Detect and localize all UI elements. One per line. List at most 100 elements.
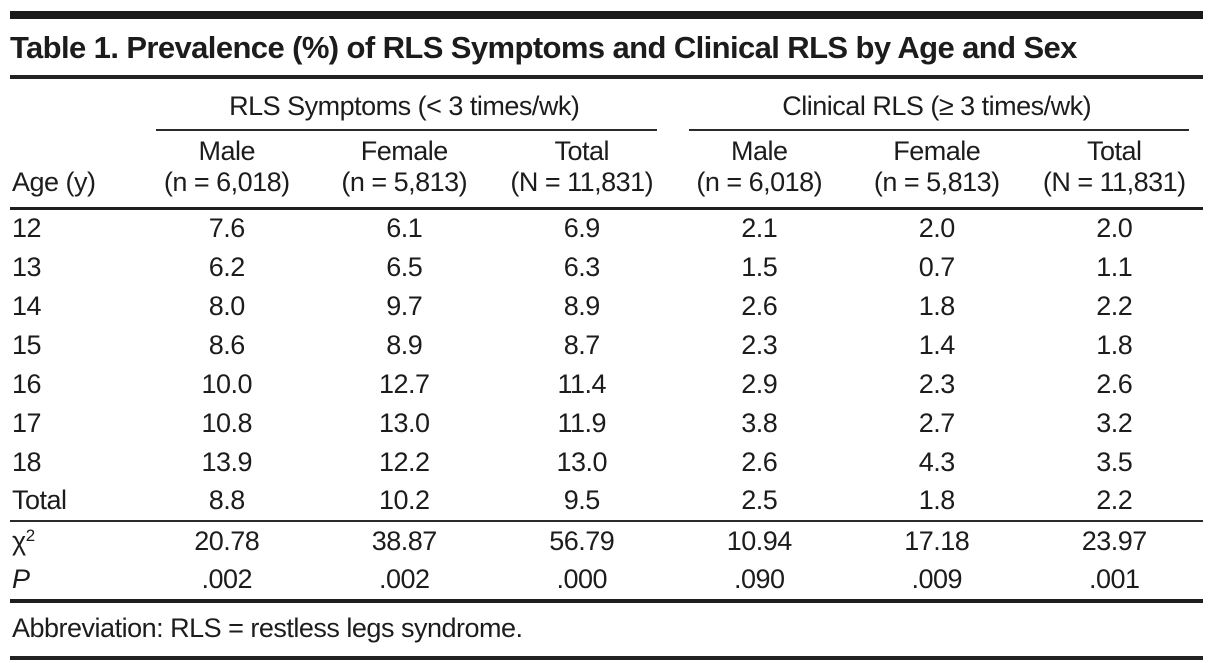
col-subheader-n-total-1: (N = 11,831): [493, 166, 671, 210]
data-cell: 2.6: [1096, 368, 1133, 399]
data-cell: 1.1: [1096, 251, 1133, 282]
data-cell: 6.9: [563, 213, 601, 244]
col-header-female-2: Female: [893, 136, 981, 166]
col-header-total-2: Total: [1086, 136, 1142, 166]
data-cell: 1.4: [918, 329, 956, 360]
data-cell: 1.5: [741, 251, 778, 282]
data-cell: 2.2: [1096, 485, 1133, 515]
data-cell: 10.8: [201, 407, 253, 438]
stat-row-p-value: P .002 .002 .000 .090 .009 .001: [10, 560, 1203, 603]
col-subheader-n-male-1: (n = 6,018): [138, 166, 316, 210]
data-cell: 10.2: [378, 485, 430, 515]
data-cell: 6.1: [386, 213, 423, 244]
data-cell: 13.9: [201, 446, 253, 477]
row-label-p-value: P: [10, 560, 138, 603]
data-cell: 3.5: [1096, 446, 1133, 477]
row-label: Total: [12, 485, 67, 515]
data-cell: 4.3: [918, 446, 956, 477]
data-cell: 6.3: [563, 251, 601, 282]
table-row-age-12: 12 7.6 6.1 6.9 2.1 2.0 2.0: [10, 209, 1203, 248]
data-cell: 8.6: [208, 329, 246, 360]
table-row-total: Total 8.8 10.2 9.5 2.5 1.8 2.2: [10, 482, 1203, 521]
row-label: 14: [12, 290, 42, 321]
stat-cell: .002: [315, 560, 493, 603]
data-cell: 2.5: [741, 485, 778, 515]
data-cell: 13.0: [378, 407, 430, 438]
table-row-age-18: 18 13.9 12.2 13.0 2.6 4.3 3.5: [10, 443, 1203, 482]
data-cell: 2.6: [741, 446, 778, 477]
table-header: Age (y) RLS Symptoms (< 3 times/wk) Clin…: [10, 79, 1204, 210]
data-cell: 1.8: [918, 290, 956, 321]
col-header-total-1: Total: [554, 136, 610, 166]
group-header-rls-symptoms: RLS Symptoms (< 3 times/wk): [138, 79, 671, 131]
data-cell: 3.8: [741, 407, 778, 438]
stat-cell: 17.18: [848, 519, 1026, 561]
data-cell: 2.7: [918, 407, 956, 438]
col-subheader-n-female-1: (n = 5,813): [315, 166, 493, 210]
col-header-male-1: Male: [198, 136, 256, 166]
col-header-female-1: Female: [360, 136, 449, 166]
prevalence-table: Age (y) RLS Symptoms (< 3 times/wk) Clin…: [10, 79, 1203, 603]
data-cell: 9.5: [563, 485, 601, 515]
row-label: 13: [12, 251, 42, 282]
row-label: 12: [12, 213, 42, 244]
data-cell: 2.2: [1096, 290, 1133, 321]
data-cell: 2.0: [918, 213, 956, 244]
table-row-age-16: 16 10.0 12.7 11.4 2.9 2.3 2.6: [10, 365, 1203, 404]
top-rule-bar: [10, 11, 1203, 19]
stat-cell: 38.87: [315, 519, 493, 561]
stat-cell: .000: [493, 560, 671, 603]
data-cell: 1.8: [918, 485, 956, 515]
data-cell: 6.5: [386, 251, 423, 282]
table-row-age-15: 15 8.6 8.9 8.7 2.3 1.4 1.8: [10, 326, 1203, 365]
stat-cell: .002: [138, 560, 316, 603]
stat-cell: 56.79: [493, 519, 671, 561]
data-cell: 2.3: [918, 368, 956, 399]
col-subheader-n-female-2: (n = 5,813): [848, 166, 1026, 210]
stat-cell: .009: [848, 560, 1026, 603]
table-row-age-17: 17 10.8 13.0 11.9 3.8 2.7 3.2: [10, 404, 1203, 443]
data-cell: 8.0: [208, 290, 246, 321]
data-cell: 11.9: [557, 407, 607, 438]
stat-cell: 10.94: [670, 519, 848, 561]
row-label: 18: [12, 446, 42, 477]
data-cell: 2.6: [741, 290, 778, 321]
data-cell: 12.7: [378, 368, 430, 399]
data-cell: 7.6: [208, 213, 246, 244]
chi-exponent: 2: [25, 525, 35, 545]
p-symbol: P: [12, 564, 30, 594]
chi-symbol: χ: [12, 525, 26, 556]
age-column-header: Age (y): [10, 79, 138, 210]
row-label: 15: [12, 329, 42, 360]
data-cell: 8.8: [208, 485, 246, 515]
data-cell: 1.8: [1096, 329, 1133, 360]
data-cell: 9.7: [386, 290, 423, 321]
stat-cell: 20.78: [138, 519, 316, 561]
data-cell: 2.0: [1096, 213, 1133, 244]
table-stats: χ2 20.78 38.87 56.79 10.94 17.18 23.97 P…: [10, 519, 1203, 603]
table-row-age-13: 13 6.2 6.5 6.3 1.5 0.7 1.1: [10, 248, 1203, 287]
data-cell: 2.9: [741, 368, 778, 399]
data-cell: 8.7: [563, 329, 601, 360]
data-cell: 11.4: [557, 368, 607, 399]
data-cell: 12.2: [378, 446, 430, 477]
stat-cell: 23.97: [1025, 519, 1203, 561]
col-header-male-2: Male: [730, 136, 788, 166]
row-label: 17: [12, 407, 42, 438]
stat-cell: .001: [1025, 560, 1203, 603]
col-subheader-n-total-2: (N = 11,831): [1025, 166, 1203, 210]
data-cell: 2.3: [741, 329, 778, 360]
data-cell: 13.0: [556, 446, 608, 477]
data-cell: 3.2: [1096, 407, 1133, 438]
row-label-chi-square: χ2: [10, 519, 138, 561]
table-footnote: Abbreviation: RLS = restless legs syndro…: [10, 603, 1203, 660]
data-cell: 8.9: [386, 329, 423, 360]
data-cell: 8.9: [563, 290, 601, 321]
data-cell: 2.1: [741, 213, 778, 244]
data-cell: 0.7: [918, 251, 956, 282]
group-header-clinical-rls: Clinical RLS (≥ 3 times/wk): [671, 79, 1204, 131]
col-subheader-n-male-2: (n = 6,018): [670, 166, 848, 210]
row-label: 16: [12, 368, 42, 399]
table-title: Table 1. Prevalence (%) of RLS Symptoms …: [10, 26, 1203, 79]
